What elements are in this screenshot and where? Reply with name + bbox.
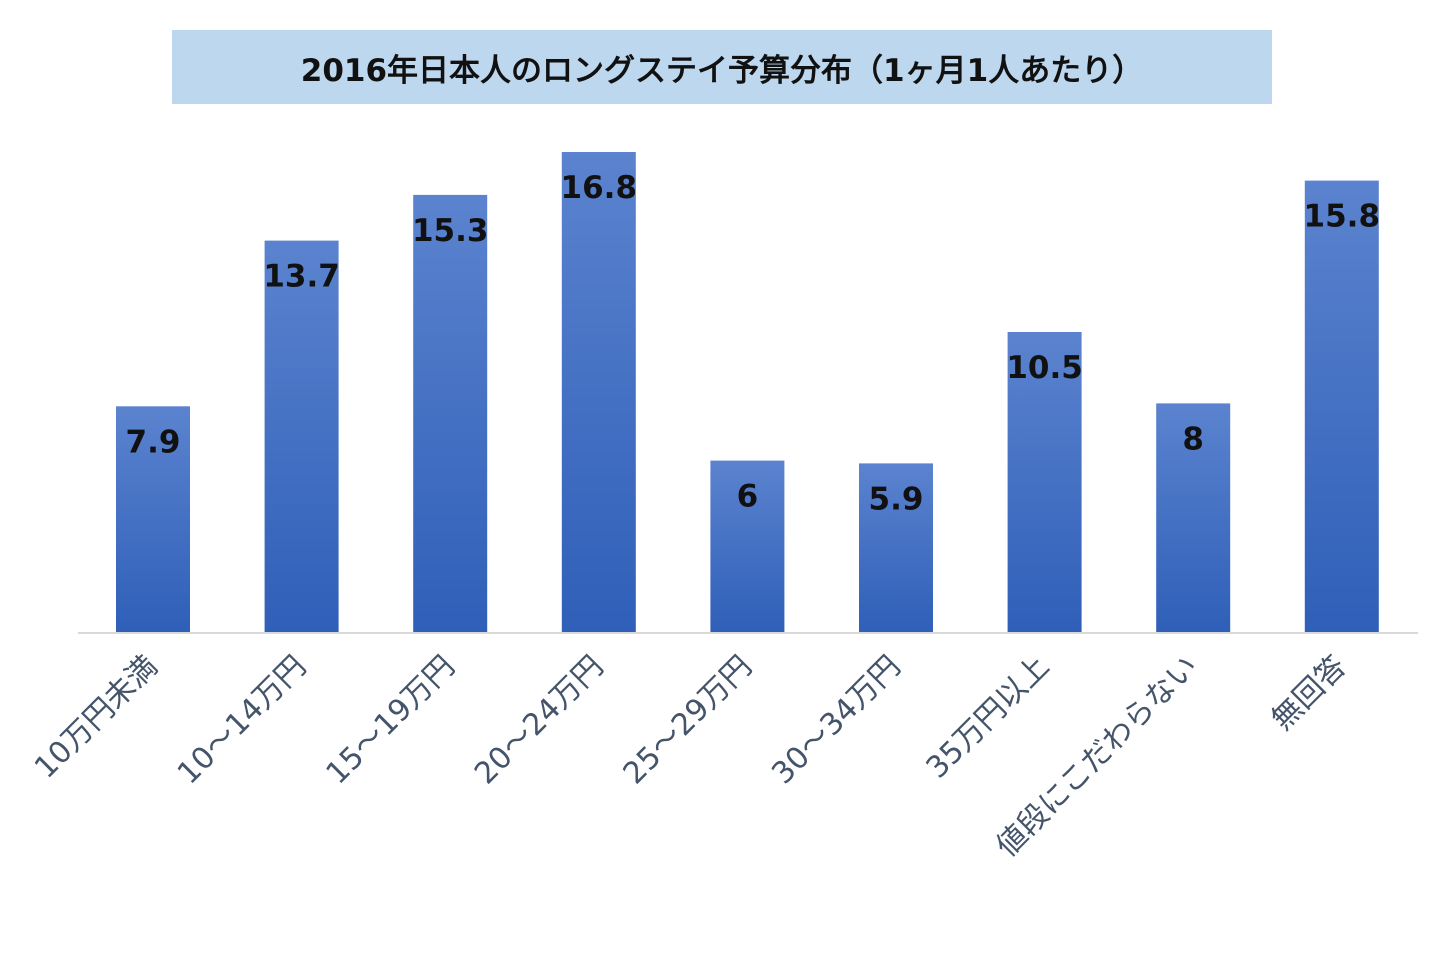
- chart-title-box: 2016年日本人のロングステイ予算分布（1ヶ月1人あたり）: [172, 30, 1272, 104]
- bar-value-label-3: 16.8: [561, 170, 638, 206]
- category-label-6: 35万円以上: [920, 649, 1057, 786]
- bar-value-label-8: 15.8: [1304, 199, 1381, 235]
- value-labels: 7.9 13.7 15.3 16.8 6 5.9 10.5 8 15.8: [126, 170, 1381, 517]
- bar-6: [1007, 332, 1082, 632]
- bar-0: [116, 406, 190, 632]
- bar-value-label-5: 5.9: [869, 481, 924, 517]
- category-labels: 10万円未満 10～14万円 15～19万円 20～24万円 25～29万円 30～34万…: [28, 649, 1353, 864]
- bar-5: [859, 463, 933, 632]
- bar-value-label-0: 7.9: [126, 424, 181, 460]
- bar-value-label-2: 15.3: [412, 213, 489, 249]
- category-label-2: 15～19万円: [319, 649, 461, 791]
- chart-title: 2016年日本人のロングステイ予算分布（1ヶ月1人あたり）: [300, 52, 1144, 89]
- category-label-8: 無回答: [1265, 649, 1353, 737]
- bar-value-label-6: 10.5: [1006, 350, 1083, 386]
- bar-8: [1304, 180, 1379, 632]
- bars: [116, 152, 1379, 632]
- bar-4: [710, 460, 785, 632]
- bar-1: [264, 240, 339, 632]
- category-label-1: 10～14万円: [171, 649, 313, 791]
- category-label-4: 25～29万円: [617, 649, 759, 791]
- category-label-0: 10万円未満: [28, 649, 165, 786]
- bar-value-label-7: 8: [1182, 421, 1204, 457]
- category-label-3: 20～24万円: [468, 649, 610, 791]
- category-label-5: 30～34万円: [765, 649, 907, 791]
- bar-3: [561, 152, 636, 632]
- bar-2: [413, 194, 488, 632]
- bar-value-label-1: 13.7: [263, 259, 340, 295]
- bar-7: [1156, 403, 1231, 632]
- bar-value-label-4: 6: [737, 479, 759, 515]
